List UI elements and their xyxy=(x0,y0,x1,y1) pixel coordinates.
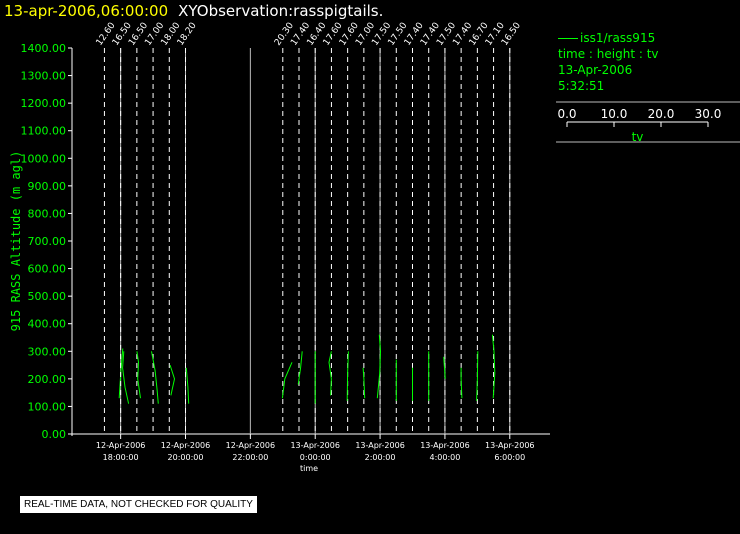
legend-date: 13-Apr-2006 xyxy=(558,63,633,77)
y-tick-label: 700.00 xyxy=(28,235,67,248)
x-tick-date-label: 13-Apr-2006 xyxy=(420,441,469,450)
tv-scale-label: tv xyxy=(632,130,644,144)
profile-line xyxy=(281,362,293,399)
x-tick-time-label: 0:00:00 xyxy=(300,453,331,462)
legend-series-label: iss1/rass915 xyxy=(580,31,656,45)
y-tick-label: 800.00 xyxy=(28,207,67,220)
profile-line xyxy=(443,356,446,379)
x-tick-time-label: 18:00:00 xyxy=(103,453,139,462)
y-tick-label: 1400.00 xyxy=(21,42,67,55)
x-tick-time-label: 4:00:00 xyxy=(430,453,461,462)
x-tick-time-label: 22:00:00 xyxy=(232,453,268,462)
profile-line xyxy=(136,351,141,399)
profile-line xyxy=(297,351,303,385)
quality-notice: REAL-TIME DATA, NOT CHECKED FOR QUALITY xyxy=(20,496,257,513)
y-tick-label: 0.00 xyxy=(42,428,67,441)
y-tick-label: 300.00 xyxy=(28,345,67,358)
y-axis-label: 915 RASS Altitude (m agl) xyxy=(9,151,23,332)
legend-time: 5:32:51 xyxy=(558,79,605,93)
x-tick-time-label: 2:00:00 xyxy=(365,453,396,462)
legend-swatch xyxy=(558,38,578,39)
profile-line xyxy=(491,334,496,399)
profile-line xyxy=(376,334,382,399)
title-name: XYObservation:rasspigtails. xyxy=(178,2,384,20)
x-tick-time-label: 6:00:00 xyxy=(494,453,525,462)
y-tick-label: 1100.00 xyxy=(21,125,67,138)
x-tick-time-label: 20:00:00 xyxy=(168,453,204,462)
profile-line xyxy=(151,351,159,404)
x-tick-date-label: 12-Apr-2006 xyxy=(161,441,210,450)
legend: iss1/rass915 time : height : tv 13-Apr-2… xyxy=(558,30,659,94)
y-tick-label: 100.00 xyxy=(28,400,67,413)
x-tick-date-label: 12-Apr-2006 xyxy=(226,441,275,450)
chart-title: 13-apr-2006,06:00:00 XYObservation:rasspi… xyxy=(4,2,383,20)
x-tick-date-label: 12-Apr-2006 xyxy=(96,441,145,450)
y-tick-label: 200.00 xyxy=(28,373,67,386)
y-tick-label: 500.00 xyxy=(28,290,67,303)
x-tick-date-label: 13-Apr-2006 xyxy=(355,441,404,450)
x-tick-date-label: 13-Apr-2006 xyxy=(485,441,534,450)
profile-line xyxy=(118,348,124,399)
profile-line xyxy=(346,351,349,401)
title-date: 13-apr-2006,06:00:00 xyxy=(4,2,169,20)
profile-line xyxy=(169,364,176,396)
y-tick-label: 400.00 xyxy=(28,318,67,331)
legend-axes-label: time : height : tv xyxy=(558,47,659,61)
profile-line xyxy=(476,351,479,401)
y-tick-label: 1200.00 xyxy=(21,97,67,110)
profile-line xyxy=(362,367,366,399)
y-tick-label: 1300.00 xyxy=(21,70,67,83)
y-tick-label: 600.00 xyxy=(28,263,67,276)
tv-scale-tick-label: 20.0 xyxy=(648,107,675,121)
tv-scale-tick-label: 10.0 xyxy=(601,107,628,121)
x-axis-label: time xyxy=(300,464,318,473)
profile-line xyxy=(328,351,332,396)
profile-line xyxy=(185,367,190,404)
profile-line xyxy=(460,367,463,399)
y-tick-label: 900.00 xyxy=(28,180,67,193)
tv-scale-tick-label: 0.0 xyxy=(557,107,576,121)
tv-scale-tick-label: 30.0 xyxy=(695,107,722,121)
x-tick-date-label: 13-Apr-2006 xyxy=(290,441,339,450)
y-tick-label: 1000.00 xyxy=(21,152,67,165)
profile-line xyxy=(122,351,130,404)
